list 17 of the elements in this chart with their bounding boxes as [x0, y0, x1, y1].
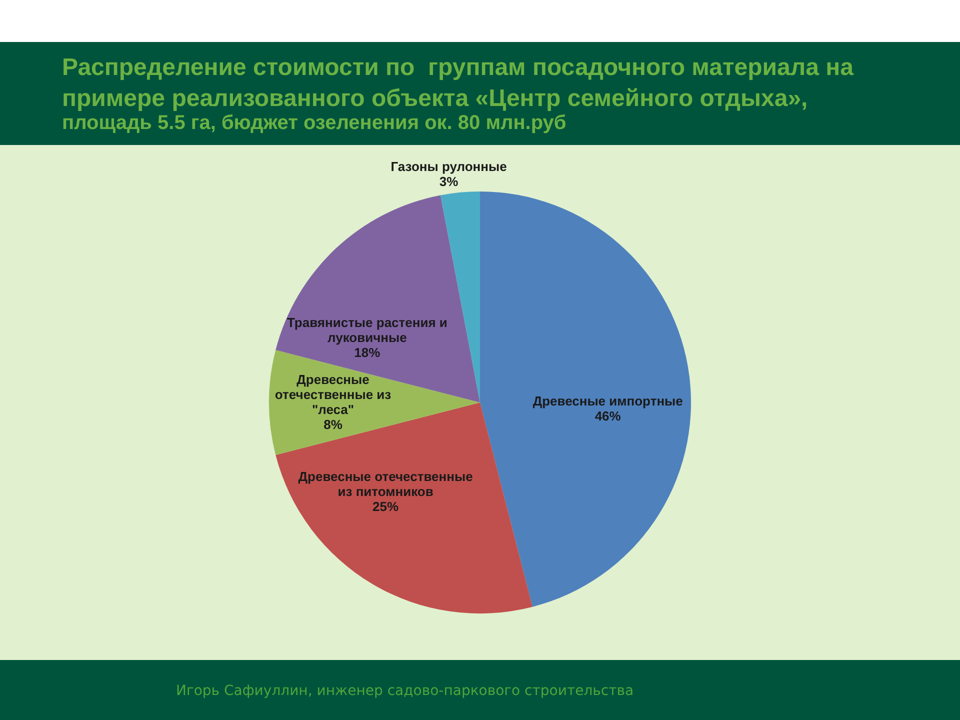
chart-subtitle: площадь 5.5 га, бюджет озеленения ок. 80 млн.руб [62, 112, 566, 134]
data-label: 25% [372, 498, 399, 514]
data-label: 3% [439, 174, 459, 190]
pie-slice [276, 195, 480, 402]
text: Игорь Сафиуллин, инженер садово-паркового строительства [176, 682, 634, 700]
pie-slice [440, 192, 480, 402]
slice-label: Древесные отечественные из питомников [298, 468, 473, 499]
slice-label: Газоны рулонные [390, 159, 507, 174]
pie-slice [480, 192, 691, 607]
data-label: 46% [594, 408, 622, 424]
data-label: 18% [354, 344, 381, 360]
pie-slice [276, 402, 532, 614]
data-label: 8% [324, 417, 343, 432]
slice-label: Травянистые растения и луковичные [286, 314, 448, 345]
slice-label: Древесные отечественные из "леса" [274, 372, 392, 417]
slice-label: Древесные импортные [532, 393, 683, 408]
chart-title: Распределение стоимости по группам посадочного материала на примере реализованного объекта «Центр семейного отдыха», [62, 53, 855, 114]
